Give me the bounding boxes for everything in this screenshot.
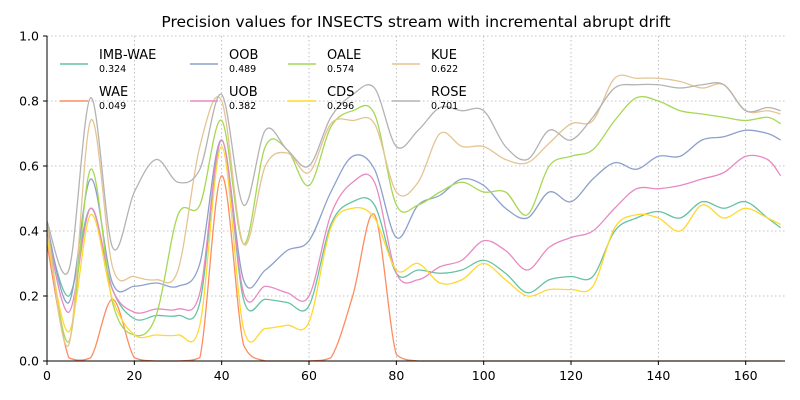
legend-score-wae: 0.049 xyxy=(99,101,126,112)
x-tick-label: 120 xyxy=(559,368,583,383)
legend-score-oob: 0.489 xyxy=(229,64,256,75)
series-line-rose xyxy=(46,82,781,275)
x-tick-label: 80 xyxy=(388,368,404,383)
legend-label-cds: CDS xyxy=(327,85,354,100)
x-tick-label: 60 xyxy=(301,368,317,383)
legend-score-imb-wae: 0.324 xyxy=(99,64,126,75)
series-line-wae xyxy=(46,175,781,362)
legend-label-oale: OALE xyxy=(327,48,361,63)
x-tick-label: 100 xyxy=(472,368,496,383)
y-tick-label: 0.0 xyxy=(19,354,39,369)
series-line-imb-wae xyxy=(46,139,782,321)
y-tick-label: 0.6 xyxy=(19,159,39,174)
legend-label-rose: ROSE xyxy=(431,85,467,100)
series-line-oob xyxy=(46,129,781,304)
x-tick-label: 160 xyxy=(734,368,758,383)
legend-label-wae: WAE xyxy=(99,85,128,100)
x-tick-label: 20 xyxy=(126,368,142,383)
series-line-uob xyxy=(46,139,782,314)
series-line-cds xyxy=(46,145,781,343)
ticks: 0 20 40 60 80 100 120 140 160 0.0 0.2 0.4 0.6 0.8 1.0 xyxy=(19,29,758,384)
legend-label-imb-wae: IMB-WAE xyxy=(99,48,156,63)
x-tick-label: 140 xyxy=(646,368,670,383)
chart-title: Precision values for INSECTS stream with… xyxy=(161,13,670,31)
legend-score-rose: 0.701 xyxy=(431,101,458,112)
legend-score-cds: 0.296 xyxy=(327,101,354,112)
legend-label-oob: OOB xyxy=(229,48,258,63)
legend-label-uob: UOB xyxy=(229,85,258,100)
x-tick-label: 0 xyxy=(43,368,51,383)
legend-score-kue: 0.622 xyxy=(431,64,458,75)
y-tick-label: 1.0 xyxy=(19,29,39,44)
x-tick-label: 40 xyxy=(214,368,230,383)
axes xyxy=(46,36,785,362)
y-tick-label: 0.4 xyxy=(19,224,39,239)
legend-label-kue: KUE xyxy=(431,48,457,63)
series-line-kue xyxy=(46,74,781,347)
legend-score-uob: 0.382 xyxy=(229,101,256,112)
series-line-oale xyxy=(46,95,781,343)
legend-score-oale: 0.574 xyxy=(327,64,354,75)
y-tick-label: 0.8 xyxy=(19,94,39,109)
y-tick-label: 0.2 xyxy=(19,289,39,304)
series-lines xyxy=(46,74,782,362)
